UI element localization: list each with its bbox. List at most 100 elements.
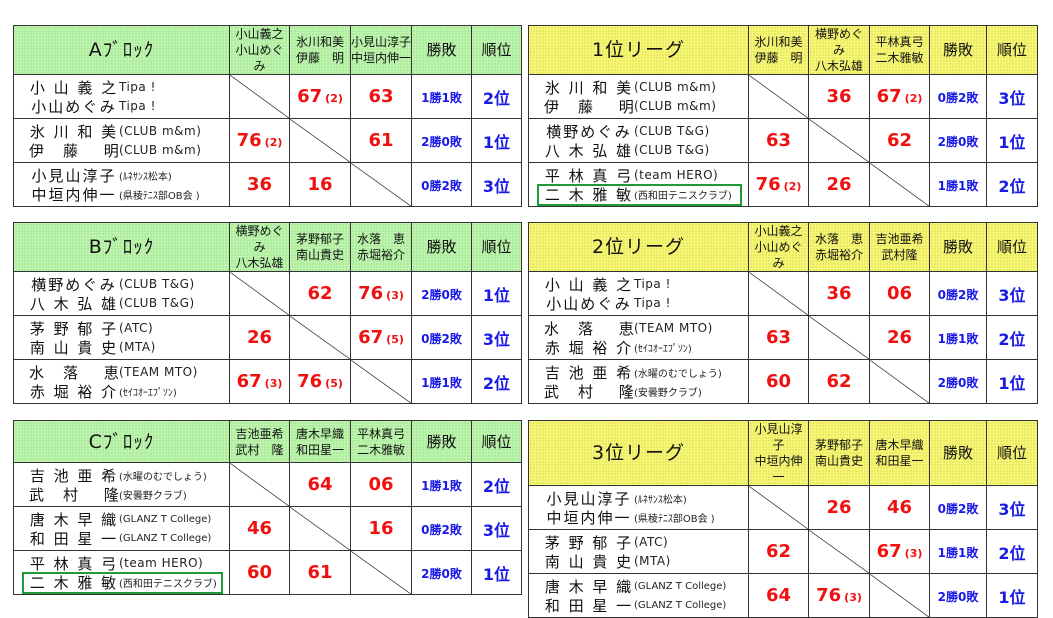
club-name: (水曜のむでしょう) [634,368,722,380]
score: 06 [368,474,394,495]
rank-cell: 3位 [986,485,1038,530]
rank-cell: 3位 [986,74,1038,119]
score: 67 [297,86,323,107]
club-name: (CLUB T&G) [634,143,710,157]
opponent-header: 茅野郁子 南山貴史 [289,222,351,272]
record-header: 勝敗 [411,420,472,463]
opponent-player-1: 吉池亜希 [875,232,924,246]
rank: 2位 [482,476,511,496]
player-name: 二 木 雅 敏 [544,185,634,204]
self-match-cell [808,118,870,163]
record-cell: 1勝1敗 [929,162,987,207]
score-cell: 67 (3) [869,529,930,574]
score: 36 [826,283,852,304]
player-name: 二 木 雅 敏 [29,573,119,592]
score: 16 [368,518,394,539]
score-cell: 36 [229,162,290,207]
record-cell: 1勝1敗 [411,359,472,404]
player-name: 横野めぐみ [31,275,117,294]
score-cell: 67 (5) [350,315,412,360]
rank-cell: 2位 [986,162,1038,207]
score-cell: 36 [808,74,870,119]
rank-cell: 3位 [471,162,522,207]
record-cell: 0勝2敗 [411,506,472,551]
score-cell: 67 (2) [869,74,930,119]
player-line: 唐 木 早 織 (GLANZ T College) [530,577,748,596]
league-table: Aﾌﾞﾛｯｸ 小山義之 小山めぐみ 氷川和美 伊藤 明小見山淳子 中垣内伸一 勝敗 順位小 山… [13,25,522,207]
win-loss-record: 2勝0敗 [937,135,979,149]
opponent-player-2: 八木弘雄 [814,59,863,73]
player-name: 吉 池 亜 希 [544,363,634,382]
player-line: 伊 藤 明 (CLUB m&m) [530,97,748,116]
self-match-cell [748,485,809,530]
opponent-player-2: 南山貴史 [814,454,863,468]
score-cell: 67 (3) [229,359,290,404]
player-name: 吉 池 亜 希 [29,466,119,485]
table-title: Aﾌﾞﾛｯｸ [13,25,230,75]
record-cell: 2勝0敗 [411,550,472,595]
rank: 1位 [998,132,1026,152]
score: 76 [297,371,323,392]
tiebreak-score: (2) [264,136,283,149]
player-line: 二 木 雅 敏 (西和田テニスクラブ) [530,183,748,206]
rank-header: 順位 [986,420,1038,486]
player-name: 水 落 恵 [29,363,121,382]
player-line: 和 田 星 一 (GLANZ T College) [530,596,748,615]
self-match-cell [229,74,290,119]
score: 63 [765,130,792,151]
self-match-cell [350,162,412,207]
score: 26 [886,327,913,348]
header-row: 3位リーグ 小見山淳子 中垣内伸一 茅野郁子 南山貴史 唐木早織 和田星一 勝敗 順位 [528,420,1038,486]
score-cell: 63 [748,315,809,360]
player-line: 茅 野 郁 子 (ATC) [15,319,229,338]
opponent-player-1: 茅野郁子 [814,438,863,452]
self-match-cell [869,162,930,207]
score: 67 [876,541,902,562]
opponent-header: 水落 恵赤堀裕介 [350,222,412,272]
rank: 2位 [998,176,1026,196]
win-loss-record: 2勝0敗 [421,288,462,302]
tiebreak-score: (3) [264,377,283,390]
score-cell: 76 (5) [289,359,351,404]
club-name: (県稜ﾃﾆｽ部OB会 ) [634,513,715,525]
record-cell: 0勝2敗 [929,74,987,119]
club-name: (CLUB T&G) [634,124,710,138]
record-header: 勝敗 [411,222,472,272]
table-row: 小見山淳子 (ﾙﾈｻﾝｽ松本) 中垣内伸一 (県稜ﾃﾆｽ部OB会 ) 36 16 0勝2敗 3… [13,162,522,207]
opponent-header: 小山義之 小山めぐみ [748,222,809,272]
player-line: 武 村 隆 (安曇野クラブ) [15,485,229,504]
opponent-player-1: 唐木早織 [295,426,344,441]
score-cell: 67 (2) [289,74,351,119]
club-name: (TEAM MTO) [634,321,713,335]
record-header: 勝敗 [929,25,987,75]
score-cell: 61 [289,550,351,595]
table-row: 唐 木 早 織 (GLANZ T College) 和 田 星 一 (GLANZ T … [13,506,522,551]
score: 16 [307,174,333,195]
club-name: (CLUB m&m) [119,143,202,157]
self-match-cell [869,359,930,404]
header-row: Cﾌﾞﾛｯｸ 吉池亜希 武村 隆唐木早織 和田星一 平林真弓 二木雅敏 勝敗 順位 [13,420,522,463]
tiebreak-score: (2) [325,92,343,105]
pair-cell: 唐 木 早 織 (GLANZ T College) 和 田 星 一 (GLANZ T … [13,506,230,551]
player-line: 平 林 真 弓 (team HERO) [530,166,748,185]
score-cell: 63 [748,118,809,163]
player-name: 氷 川 和 美 [29,122,119,141]
club-name: Tipa ! [634,296,671,310]
score: 36 [826,86,852,107]
opponent-player-1: 小見山淳子 [754,422,803,452]
opponent-player-2: 赤堀裕介 [356,248,405,262]
opponent-header: 唐木早織 和田星一 [869,420,930,486]
player-name: 小山めぐみ [546,294,632,313]
score-cell: 64 [289,462,351,507]
tiebreak-score: (3) [386,289,404,302]
club-name: (MTA) [119,340,156,354]
player-name: 和 田 星 一 [29,529,119,548]
score-cell: 62 [869,118,930,163]
header-row: 1位リーグ 氷川和美 伊藤 明横野めぐみ 八木弘雄 平林真弓 二木雅敏 勝敗 順位 [528,25,1038,75]
table-row: 吉 池 亜 希 (水曜のむでしょう) 武 村 隆 (安曇野クラブ) 60 62 2勝0敗 1位 [528,359,1038,404]
score: 36 [246,174,273,195]
highlight-box [537,183,742,206]
player-line: 赤 堀 裕 介 (ｾｲｺｵｰｴﾌﾟｿﾝ) [530,338,748,357]
table-title: 3位リーグ [528,420,749,486]
opponent-header: 唐木早織 和田星一 [289,420,351,463]
